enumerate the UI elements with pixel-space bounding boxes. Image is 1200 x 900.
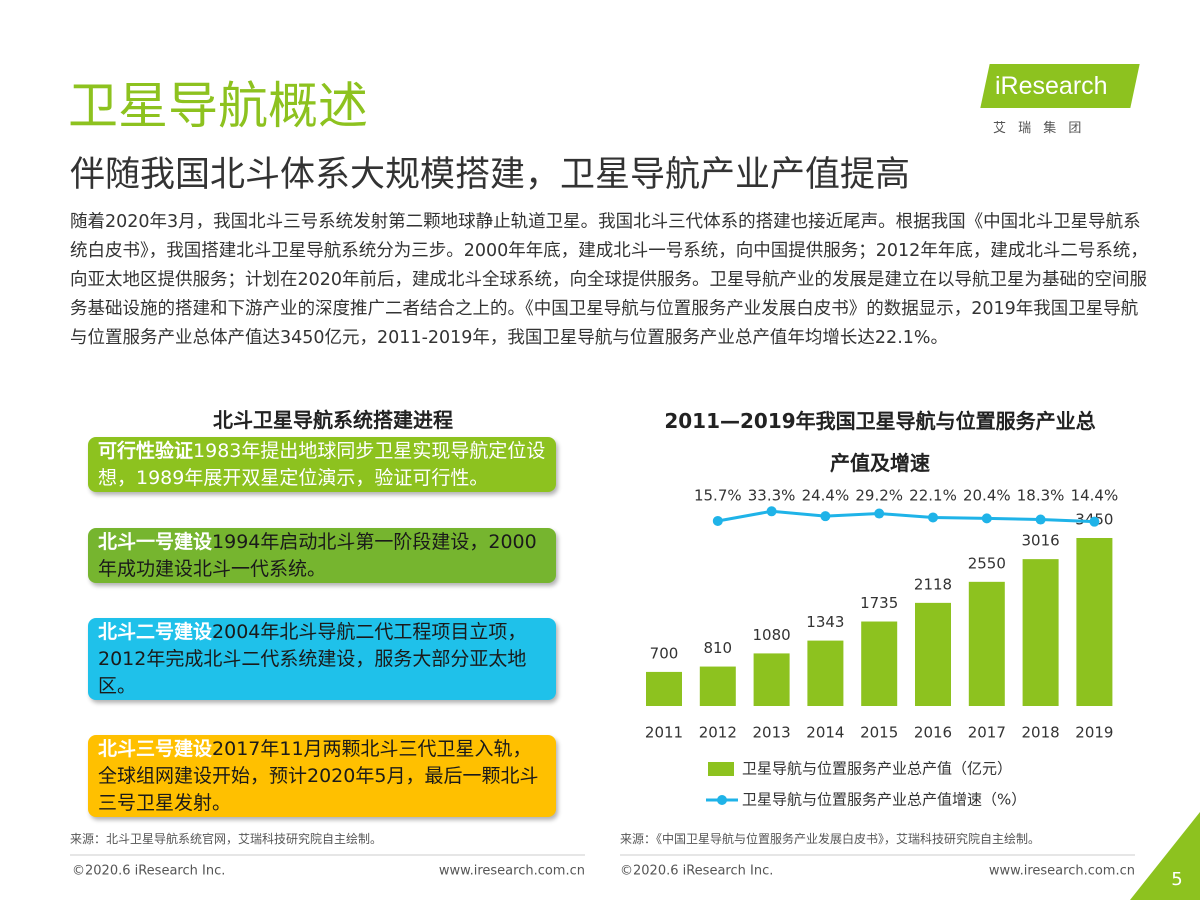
x-tick-label: 2012 bbox=[699, 724, 737, 742]
line-label: 15.7% bbox=[694, 487, 742, 505]
line-point bbox=[1089, 516, 1100, 527]
line-label: 14.4% bbox=[1071, 487, 1119, 505]
line-label: 20.4% bbox=[963, 487, 1011, 505]
box-label: 可行性验证 bbox=[98, 439, 194, 462]
bar bbox=[915, 602, 951, 706]
timeline-box: 北斗二号建设2004年北斗导航二代工程项目立项，2012年完成北斗二代系统建设，… bbox=[88, 618, 556, 700]
box-desc: 2017年11月两颗北斗三代卫星入轨，全球组网建设开始，预计2020年5月，最后… bbox=[98, 737, 539, 814]
line-label: 18.3% bbox=[1017, 487, 1065, 505]
timeline-box: 北斗三号建设2017年11月两颗北斗三代卫星入轨，全球组网建设开始，预计2020… bbox=[88, 735, 556, 817]
url: www.iresearch.com.cn bbox=[439, 864, 585, 879]
title: 卫星导航概述 bbox=[68, 77, 368, 135]
x-tick-label: 2017 bbox=[968, 724, 1006, 742]
line-point bbox=[874, 508, 885, 519]
box-text: 北斗三号建设2017年11月两颗北斗三代卫星入轨，全球组网建设开始，预计2020… bbox=[98, 736, 546, 817]
timeline-title: 北斗卫星导航系统搭建进程 bbox=[213, 408, 453, 432]
line-point bbox=[928, 512, 938, 523]
x-tick-label: 2015 bbox=[860, 724, 898, 742]
bar bbox=[1022, 559, 1059, 706]
source: 来源：《中国卫星导航与位置服务产业发展白皮书》，艾瑞科技研究院自主绘制。 bbox=[620, 832, 1041, 846]
box-desc: 1994年启动北斗第一阶段建设，2000年成功建设北斗一代系统。 bbox=[98, 530, 537, 580]
x-tick-label: 2011 bbox=[645, 724, 683, 742]
bar bbox=[753, 653, 790, 706]
line-point bbox=[981, 513, 992, 524]
bar bbox=[1076, 538, 1113, 706]
box-desc: 1983年提出地球同步卫星实现导航定位设想，1989年展开双星定位演示，验证可行… bbox=[98, 439, 546, 489]
logo-sub: 艾 瑞 集 团 bbox=[993, 121, 1086, 136]
box-text: 北斗一号建设1994年启动北斗第一阶段建设，2000年成功建设北斗一代系统。 bbox=[98, 529, 546, 583]
legend-swatch bbox=[708, 762, 734, 776]
legend-label: 卫星导航与位置服务产业总产值增速（%） bbox=[742, 791, 1026, 809]
x-tick-label: 2019 bbox=[1075, 724, 1113, 742]
bar-label: 1080 bbox=[753, 626, 791, 644]
line-label: 24.4% bbox=[802, 487, 850, 505]
x-tick-label: 2013 bbox=[753, 724, 791, 742]
bar bbox=[807, 640, 844, 706]
line-point bbox=[712, 515, 723, 526]
bar-label: 700 bbox=[650, 644, 679, 662]
intro: 随着2020年3月，我国北斗三号系统发射第二颗地球静止轨道卫星。我国北斗三代体系… bbox=[70, 212, 1148, 348]
timeline-box: 可行性验证1983年提出地球同步卫星实现导航定位设想，1989年展开双星定位演示… bbox=[88, 437, 556, 492]
x-tick-label: 2018 bbox=[1022, 724, 1060, 742]
line-label: 33.3% bbox=[748, 487, 796, 505]
line-label: 22.1% bbox=[909, 487, 957, 505]
line-label: 29.2% bbox=[855, 487, 903, 505]
copyright: ©2020.6 iResearch Inc. bbox=[620, 864, 773, 879]
bar-label: 2550 bbox=[968, 554, 1006, 572]
bar bbox=[968, 581, 1005, 706]
bar-label: 1735 bbox=[860, 594, 898, 612]
timeline-box: 北斗一号建设1994年启动北斗第一阶段建设，2000年成功建设北斗一代系统。 bbox=[88, 528, 556, 583]
line-point bbox=[766, 506, 777, 517]
x-tick-label: 2014 bbox=[806, 724, 844, 742]
bar bbox=[861, 621, 898, 706]
line-point bbox=[820, 511, 831, 522]
corner bbox=[1130, 812, 1200, 900]
bar-label: 3016 bbox=[1022, 532, 1060, 550]
bar-label: 1343 bbox=[806, 613, 844, 631]
bar-label: 810 bbox=[703, 639, 732, 657]
legend-label: 卫星导航与位置服务产业总产值（亿元） bbox=[742, 760, 1012, 778]
box-label: 北斗二号建设 bbox=[98, 620, 213, 643]
legend-swatch bbox=[717, 795, 727, 805]
box-label: 北斗三号建设 bbox=[98, 737, 213, 760]
url: www.iresearch.com.cn bbox=[989, 864, 1135, 879]
box-label: 北斗一号建设 bbox=[98, 530, 213, 553]
box-desc: 2004年北斗导航二代工程项目立项，2012年完成北斗二代系统建设，服务大部分亚… bbox=[98, 620, 527, 697]
bar bbox=[646, 671, 682, 706]
logo: iResearch bbox=[995, 72, 1108, 100]
line bbox=[717, 509, 1095, 524]
box-text: 可行性验证1983年提出地球同步卫星实现导航定位设想，1989年展开双星定位演示… bbox=[98, 438, 546, 492]
bar-label: 2118 bbox=[914, 575, 952, 593]
subtitle: 伴随我国北斗体系大规模搭建，卫星导航产业产值提高 bbox=[70, 155, 911, 195]
bar bbox=[699, 666, 736, 706]
page-number: 5 bbox=[1171, 869, 1182, 890]
copyright: ©2020.6 iResearch Inc. bbox=[72, 864, 225, 879]
x-tick-label: 2016 bbox=[914, 724, 952, 742]
chart-title: 2011—2019年我国卫星导航与位置服务产业总产值及增速 bbox=[664, 409, 1096, 475]
source: 来源：北斗卫星导航系统官网，艾瑞科技研究院自主绘制。 bbox=[70, 832, 383, 846]
line-point bbox=[1035, 514, 1046, 525]
box-text: 北斗二号建设2004年北斗导航二代工程项目立项，2012年完成北斗二代系统建设，… bbox=[98, 619, 546, 700]
